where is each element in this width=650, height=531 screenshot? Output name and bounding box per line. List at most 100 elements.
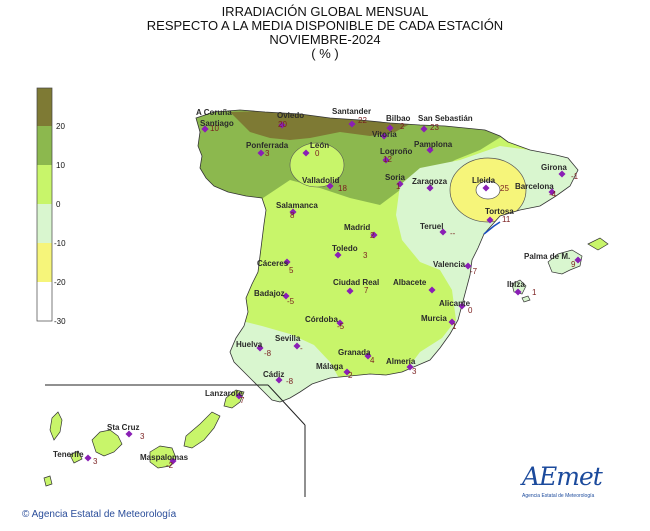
station-26: Badajoz-5 xyxy=(254,289,295,306)
station-value: -5 xyxy=(337,322,345,331)
station-25: Ibiza 1 xyxy=(507,280,537,297)
station-marker xyxy=(289,208,297,216)
station-value: 0 xyxy=(315,149,320,158)
legend-label-1: 20 xyxy=(56,122,65,131)
station-28: Albacete xyxy=(393,278,436,294)
station-marker xyxy=(169,457,177,465)
title-line-2: RESPECTO A LA MEDIA DISPONIBLE DE CADA E… xyxy=(146,18,504,33)
inset-border-diagonal xyxy=(267,384,306,426)
station-value: -- xyxy=(450,229,456,238)
aemet-logo-subtitle: Agencia Estatal de Meteorología xyxy=(522,493,595,499)
station-marker xyxy=(275,376,283,384)
legend-swatch-2 xyxy=(37,126,52,165)
station-marker xyxy=(346,287,354,295)
station-name: Ponferrada xyxy=(246,141,289,150)
station-name: Cáceres xyxy=(257,259,289,268)
station-marker xyxy=(343,368,351,376)
station-marker xyxy=(482,184,490,192)
station-name: Sta Cruz xyxy=(107,423,139,432)
station-marker xyxy=(326,182,334,190)
legend-frame xyxy=(36,87,53,322)
station-value: 12 xyxy=(383,155,392,164)
la-palma-island xyxy=(49,411,63,441)
legend-swatch-3 xyxy=(37,165,52,204)
station-20: Teruel -- xyxy=(420,222,456,238)
la-gomera-island xyxy=(69,450,83,464)
station-marker xyxy=(558,170,566,178)
title-line-1: IRRADIACIÓN GLOBAL MENSUAL xyxy=(221,4,429,19)
station-marker xyxy=(380,132,388,140)
station-value: 2 xyxy=(348,371,353,380)
station-value: 25 xyxy=(500,184,509,193)
station-value: 7 xyxy=(240,396,245,405)
station-marker xyxy=(201,125,209,133)
station-name: Maspalomas xyxy=(140,453,189,462)
station-value: 11 xyxy=(502,215,511,224)
station-marker xyxy=(439,228,447,236)
station-value: 10 xyxy=(210,124,219,133)
station-36: Cádiz-8 xyxy=(263,370,294,386)
station-31: Murcia 1 xyxy=(421,314,457,331)
station-value: 3 xyxy=(265,149,270,158)
title-line-3: NOVIEMBRE-2024 xyxy=(269,32,381,47)
station-name: León xyxy=(310,141,329,150)
station-name: Granada xyxy=(338,348,371,357)
station-name: Vitoria xyxy=(372,130,397,139)
station-name: Madrid xyxy=(344,223,370,232)
station-value: -1 xyxy=(571,172,579,181)
station-name: Sevilla xyxy=(275,334,301,343)
station-marker xyxy=(235,392,243,400)
station-name: Tenerife xyxy=(53,450,84,459)
station-marker xyxy=(486,216,494,224)
station-marker xyxy=(464,262,472,270)
aemet-logo: AEmet xyxy=(522,462,603,491)
station-32: Huelva-8 xyxy=(236,340,272,358)
station-marker xyxy=(548,188,556,196)
station-marker xyxy=(426,146,434,154)
station-name: Ciudad Real xyxy=(333,278,379,287)
station-37: Málaga 2 xyxy=(316,362,353,380)
station-name: Alicante xyxy=(439,299,471,308)
station-value: - xyxy=(300,344,303,353)
station-name: Murcia xyxy=(421,314,447,323)
station-value: 3 xyxy=(140,432,145,441)
station-name: Palma de M. xyxy=(524,252,570,261)
station-41: Maspalomas-2 xyxy=(140,453,189,470)
footer-credit: © Agencia Estatal de Meteorología xyxy=(22,509,177,520)
station-value: 23 xyxy=(430,123,439,132)
station-6: Vitoria xyxy=(372,130,397,140)
mallorca xyxy=(547,249,583,275)
station-value: 3 xyxy=(412,367,417,376)
station-name: Valladolid xyxy=(302,176,339,185)
station-marker xyxy=(336,319,344,327)
station-name: Lanzarote xyxy=(205,389,243,398)
legend-label-5: -20 xyxy=(54,278,66,287)
station-marker xyxy=(302,149,310,157)
station-value: 22 xyxy=(358,116,367,125)
station-marker xyxy=(574,256,582,264)
station-23: Valencia -7 xyxy=(433,260,478,276)
station-name: Badajoz xyxy=(254,289,285,298)
station-value: 5 xyxy=(289,266,294,275)
station-name: Ibiza xyxy=(507,280,525,289)
legend-label-6: -30 xyxy=(54,317,66,326)
legend-label-4: -10 xyxy=(54,239,66,248)
station-marker xyxy=(84,454,92,462)
station-name: Zaragoza xyxy=(412,177,448,186)
legend-swatch-4 xyxy=(37,204,52,243)
station-marker xyxy=(420,125,428,133)
station-name: Pamplona xyxy=(414,140,453,149)
station-marker xyxy=(125,430,133,438)
